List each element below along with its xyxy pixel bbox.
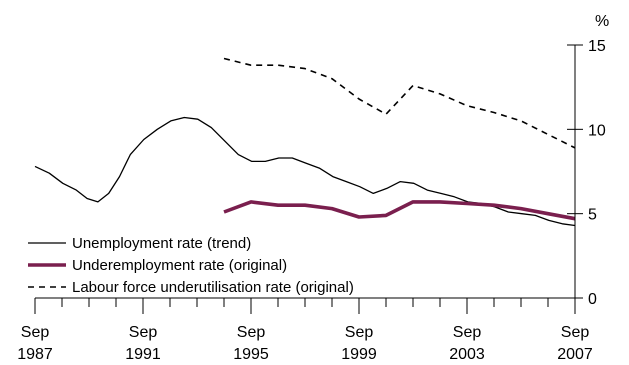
x-tick-month-label: Sep [453,324,482,341]
y-tick-label: 10 [588,122,606,139]
x-tick-year-label: 1987 [17,346,53,363]
x-tick-year-label: 2003 [449,346,485,363]
y-tick-label: 5 [588,207,597,224]
series-line-2 [223,200,576,221]
x-tick-year-label: 1995 [233,346,269,363]
x-tick-month-label: Sep [237,324,266,341]
x-tick-year-label: 1999 [341,346,377,363]
axis-layer: % Sep 1987 Sep 1991 Sep 1995 Sep 1999 Sep 2003 Sep… [17,13,609,363]
x-tick-month-label: Sep [21,324,50,341]
legend-label-1: Unemployment rate (trend) [72,235,251,252]
x-tick-month-label: Sep [345,324,374,341]
y-tick-label: 0 [588,291,597,308]
series-line-3 [223,57,576,149]
legend-label-3: Labour force underutilisation rate (orig… [72,279,354,296]
x-tick-month-label: Sep [129,324,158,341]
series-line-1 [34,116,576,227]
series-layer [34,57,576,227]
x-tick-month-label: Sep [561,324,590,341]
x-tick-year-label: 1991 [125,346,161,363]
legend: Unemployment rate (trend) Underemployment… [28,235,354,296]
y-axis-unit-label: % [595,13,609,30]
legend-label-2: Underemployment rate (original) [72,257,287,274]
x-tick-year-label: 2007 [557,346,593,363]
y-tick-label: 15 [588,38,606,55]
